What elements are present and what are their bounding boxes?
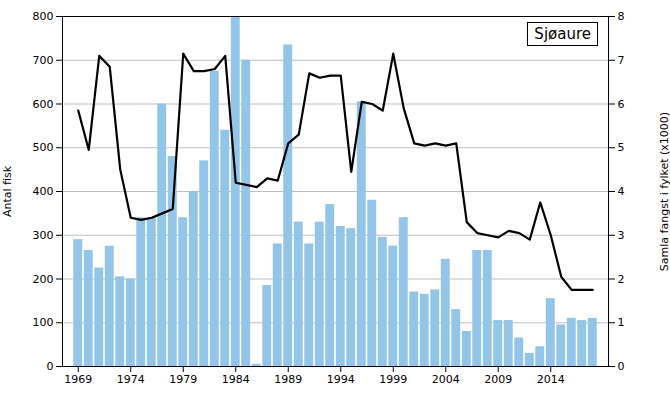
svg-text:Antal fisk: Antal fisk	[1, 165, 14, 217]
svg-text:0: 0	[618, 360, 625, 373]
svg-text:1: 1	[618, 316, 625, 329]
svg-text:3: 3	[618, 229, 625, 242]
svg-text:100: 100	[33, 316, 54, 329]
svg-text:Samla fangst i fylket (x1000): Samla fangst i fylket (x1000)	[658, 112, 670, 271]
svg-text:800: 800	[33, 10, 54, 23]
svg-text:200: 200	[33, 273, 54, 286]
svg-text:2: 2	[618, 273, 625, 286]
svg-text:400: 400	[33, 185, 54, 198]
svg-text:2014: 2014	[537, 373, 565, 386]
svg-text:600: 600	[33, 98, 54, 111]
svg-text:1974: 1974	[117, 373, 145, 386]
svg-text:4: 4	[618, 185, 625, 198]
svg-text:5: 5	[618, 141, 625, 154]
svg-text:1979: 1979	[169, 373, 197, 386]
svg-text:8: 8	[618, 10, 625, 23]
svg-text:1989: 1989	[274, 373, 302, 386]
svg-text:2009: 2009	[484, 373, 512, 386]
svg-text:700: 700	[33, 54, 54, 67]
svg-text:300: 300	[33, 229, 54, 242]
svg-text:6: 6	[618, 98, 625, 111]
svg-text:0: 0	[47, 360, 54, 373]
html-text:Sjøaure: Sjøaure	[534, 25, 591, 43]
svg-text:500: 500	[33, 141, 54, 154]
svg-text:7: 7	[618, 54, 625, 67]
svg-text:2004: 2004	[432, 373, 460, 386]
svg-text:1999: 1999	[379, 373, 407, 386]
svg-text:1994: 1994	[327, 373, 355, 386]
svg-text:1984: 1984	[222, 373, 250, 386]
svg-text:1969: 1969	[64, 373, 92, 386]
